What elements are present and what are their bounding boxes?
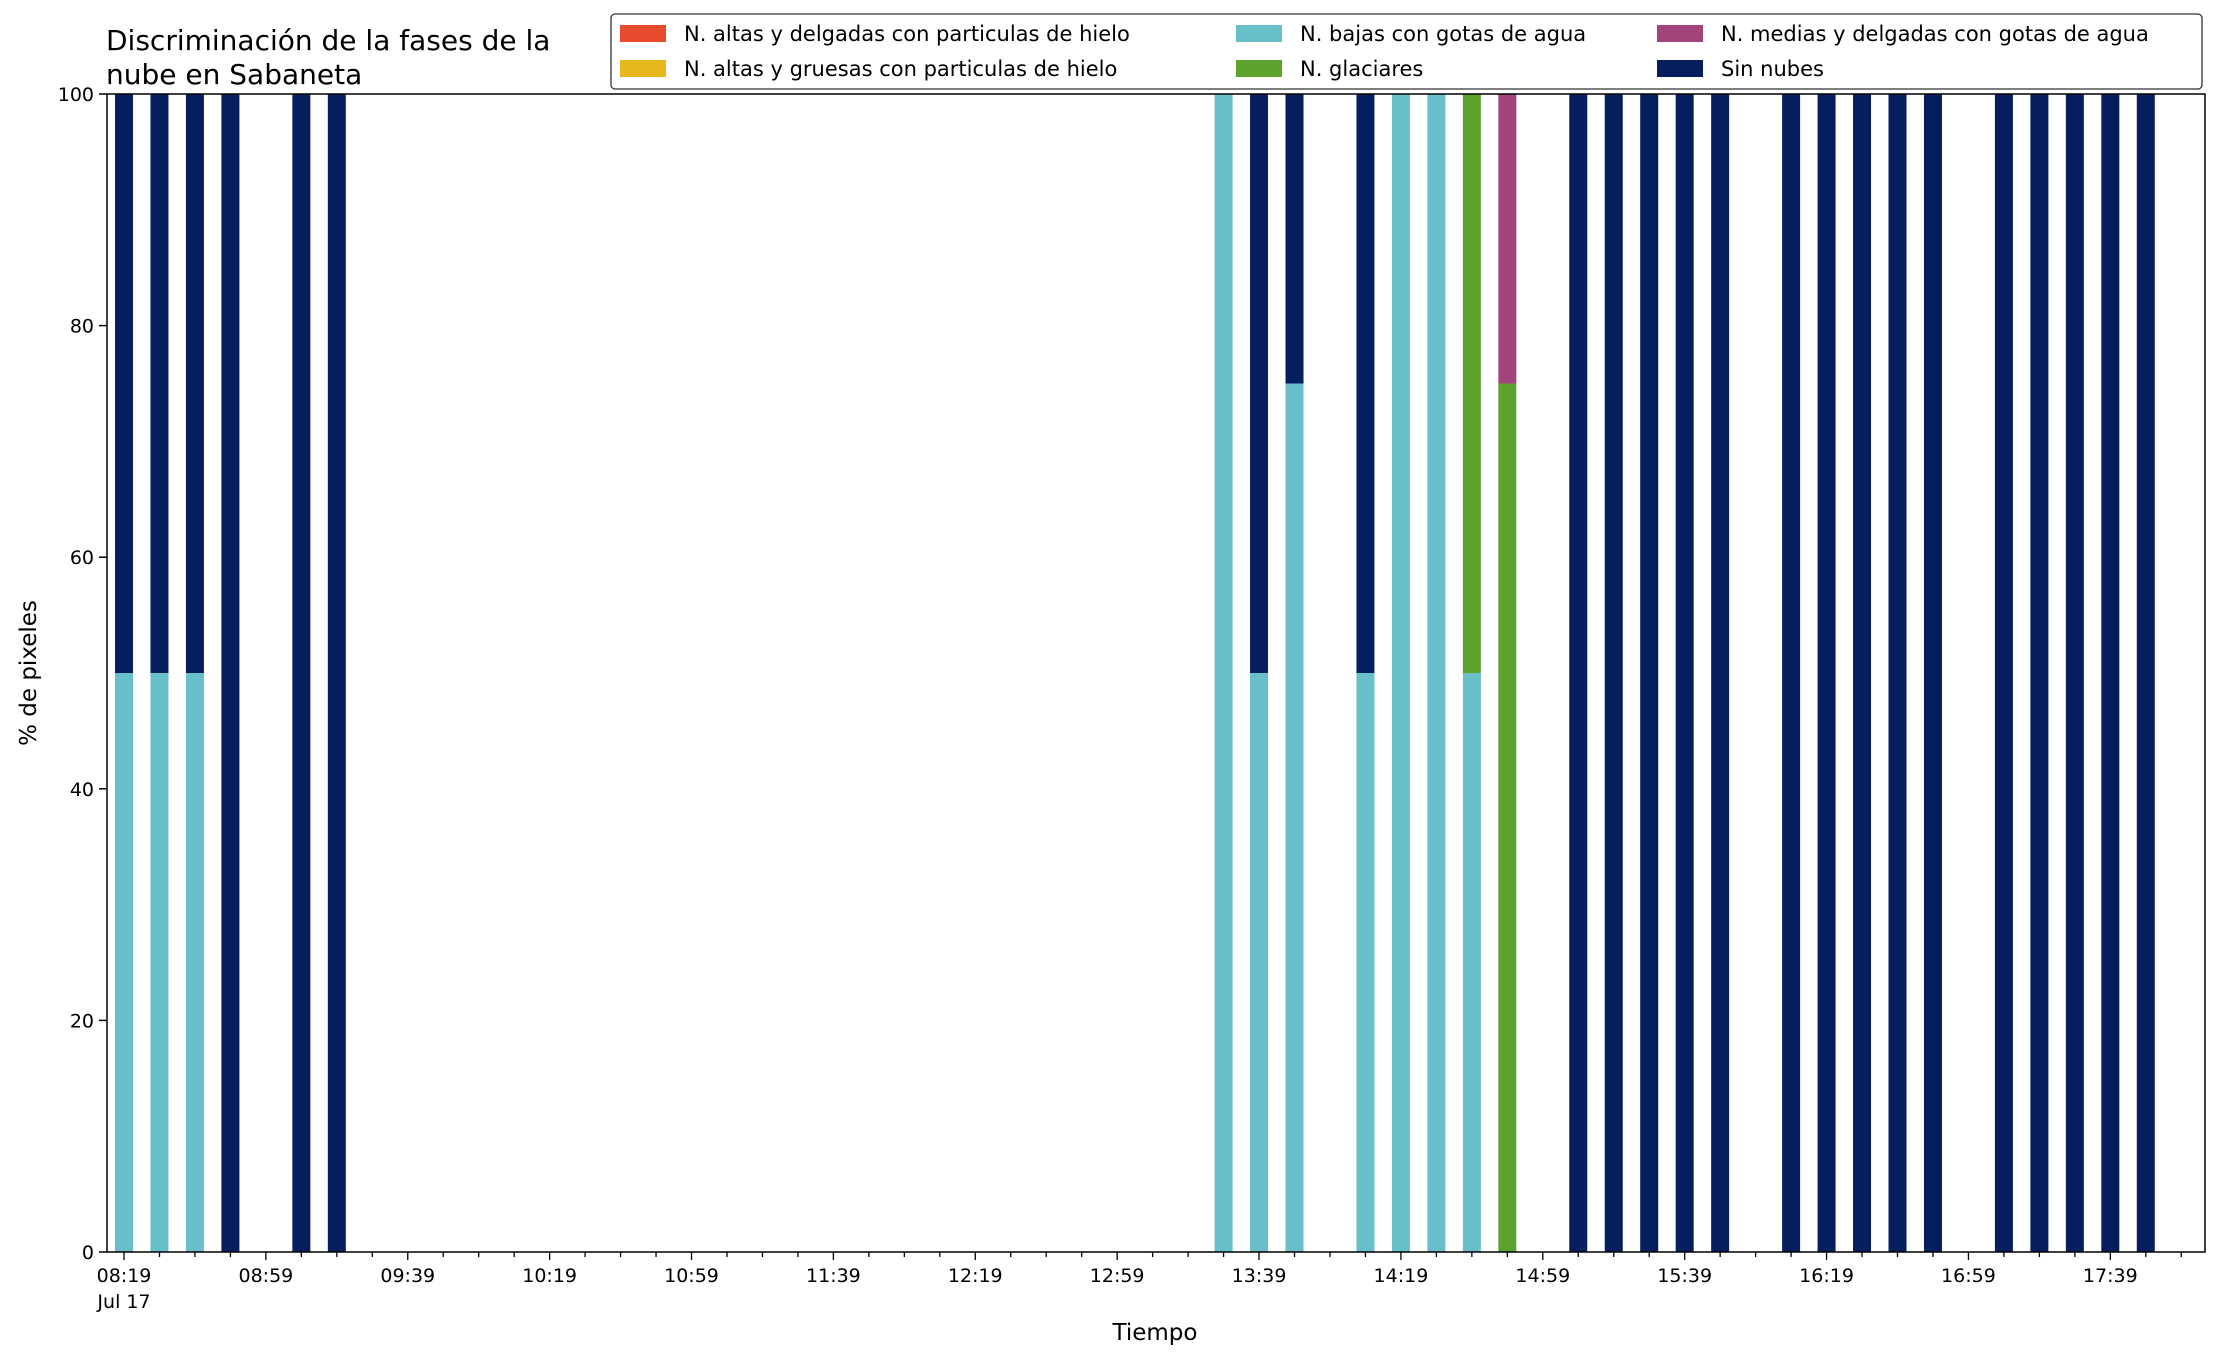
legend-swatch (620, 60, 666, 77)
bar-08:39-series-2 (185, 673, 204, 1252)
bar-14:19-series-2 (1391, 94, 1410, 1252)
bar-08:19-series-5 (115, 94, 133, 673)
bar-13:49-series-5 (1285, 94, 1304, 384)
y-tick-label: 100 (58, 84, 94, 106)
y-tick-label: 80 (70, 316, 94, 338)
y-tick-label: 0 (82, 1242, 94, 1264)
legend-swatch (620, 25, 666, 42)
bar-08:49-series-5 (221, 94, 240, 1252)
x-tick-label: 16:59 (1941, 1265, 1996, 1287)
bar-14:29-series-2 (1427, 94, 1446, 1252)
bar-08:29-series-2 (150, 673, 169, 1252)
bar-08:29-series-5 (150, 94, 169, 673)
y-tick-label: 20 (70, 1010, 94, 1032)
bar-17:29-series-5 (2065, 94, 2084, 1252)
legend-swatch (1657, 60, 1703, 77)
legend: N. altas y delgadas con particulas de hi… (610, 13, 2203, 90)
x-tick-label: 13:39 (1232, 1265, 1287, 1287)
bar-14:09-series-5 (1356, 94, 1375, 673)
x-tick-label: 16:19 (1799, 1265, 1854, 1287)
legend-label: N. altas y gruesas con particulas de hie… (684, 57, 1117, 81)
x-tick-label: 08:59 (238, 1265, 293, 1287)
bar-14:09-series-2 (1356, 673, 1375, 1252)
x-tick-label: 12:19 (948, 1265, 1003, 1287)
x-tick-label: 14:19 (1374, 1265, 1429, 1287)
plot-frame (106, 93, 2206, 1253)
chart-title: Discriminación de la fases de la nube en … (106, 24, 550, 91)
bar-14:39-series-3 (1462, 94, 1481, 673)
legend-label: N. bajas con gotas de agua (1300, 22, 1586, 46)
legend-label: N. glaciares (1300, 57, 1423, 81)
bar-14:49-series-3 (1498, 383, 1517, 1252)
bar-16:39-series-5 (1888, 94, 1907, 1252)
x-tick-label: 15:39 (1657, 1265, 1712, 1287)
x-tick-sublabel: Jul 17 (96, 1291, 150, 1313)
bar-14:39-series-2 (1462, 673, 1481, 1252)
legend-label: N. altas y delgadas con particulas de hi… (684, 22, 1130, 46)
bar-13:29-series-2 (1214, 94, 1233, 1252)
legend-swatch (1236, 25, 1282, 42)
bar-13:39-series-5 (1250, 94, 1269, 673)
bar-13:39-series-2 (1250, 673, 1269, 1252)
x-tick-label: 10:19 (522, 1265, 577, 1287)
bars-layer (115, 94, 2155, 1252)
y-tick-label: 40 (70, 779, 94, 801)
legend-box (610, 13, 2203, 90)
x-tick-label: 10:59 (664, 1265, 719, 1287)
legend-swatch (1236, 60, 1282, 77)
x-axis-label: Tiempo (1112, 1320, 1198, 1346)
bar-17:09-series-5 (1994, 94, 2013, 1252)
y-axis-label: % de pixeles (16, 600, 42, 746)
bar-16:09-series-5 (1782, 94, 1801, 1252)
bar-15:39-series-5 (1675, 94, 1694, 1252)
bar-16:29-series-5 (1853, 94, 1872, 1252)
bar-08:39-series-5 (185, 94, 204, 673)
bar-15:29-series-5 (1640, 94, 1659, 1252)
bar-09:19-series-5 (327, 94, 346, 1252)
x-tick-label: 12:59 (1090, 1265, 1145, 1287)
bar-08:19-series-2 (115, 673, 133, 1252)
bar-15:19-series-5 (1604, 94, 1623, 1252)
x-tick-label: 09:39 (380, 1265, 435, 1287)
legend-label: N. medias y delgadas con gotas de agua (1721, 22, 2149, 46)
bar-16:19-series-5 (1817, 94, 1836, 1252)
x-tick-label: 17:39 (2083, 1265, 2138, 1287)
bar-13:49-series-2 (1285, 383, 1304, 1252)
x-tick-label: 14:59 (1515, 1265, 1570, 1287)
bar-15:09-series-5 (1569, 94, 1588, 1252)
bar-15:49-series-5 (1711, 94, 1730, 1252)
bar-17:39-series-5 (2101, 94, 2120, 1252)
y-axis: 0 20 40 60 80 100 (58, 84, 107, 1264)
x-axis: 08:19 Jul 17 08:59 09:39 10:19 10:59 11:39 12:1… (96, 1252, 2182, 1313)
bar-16:49-series-5 (1923, 94, 1942, 1252)
y-tick-label: 60 (70, 547, 94, 569)
x-tick-label: 11:39 (806, 1265, 861, 1287)
x-tick-label: 08:19 (97, 1265, 152, 1287)
bar-09:09-series-5 (292, 94, 311, 1252)
bar-14:49-series-4 (1498, 94, 1517, 384)
legend-label: Sin nubes (1721, 57, 1824, 81)
bar-17:49-series-5 (2136, 94, 2155, 1252)
legend-swatch (1657, 25, 1703, 42)
bar-17:19-series-5 (2030, 94, 2049, 1252)
